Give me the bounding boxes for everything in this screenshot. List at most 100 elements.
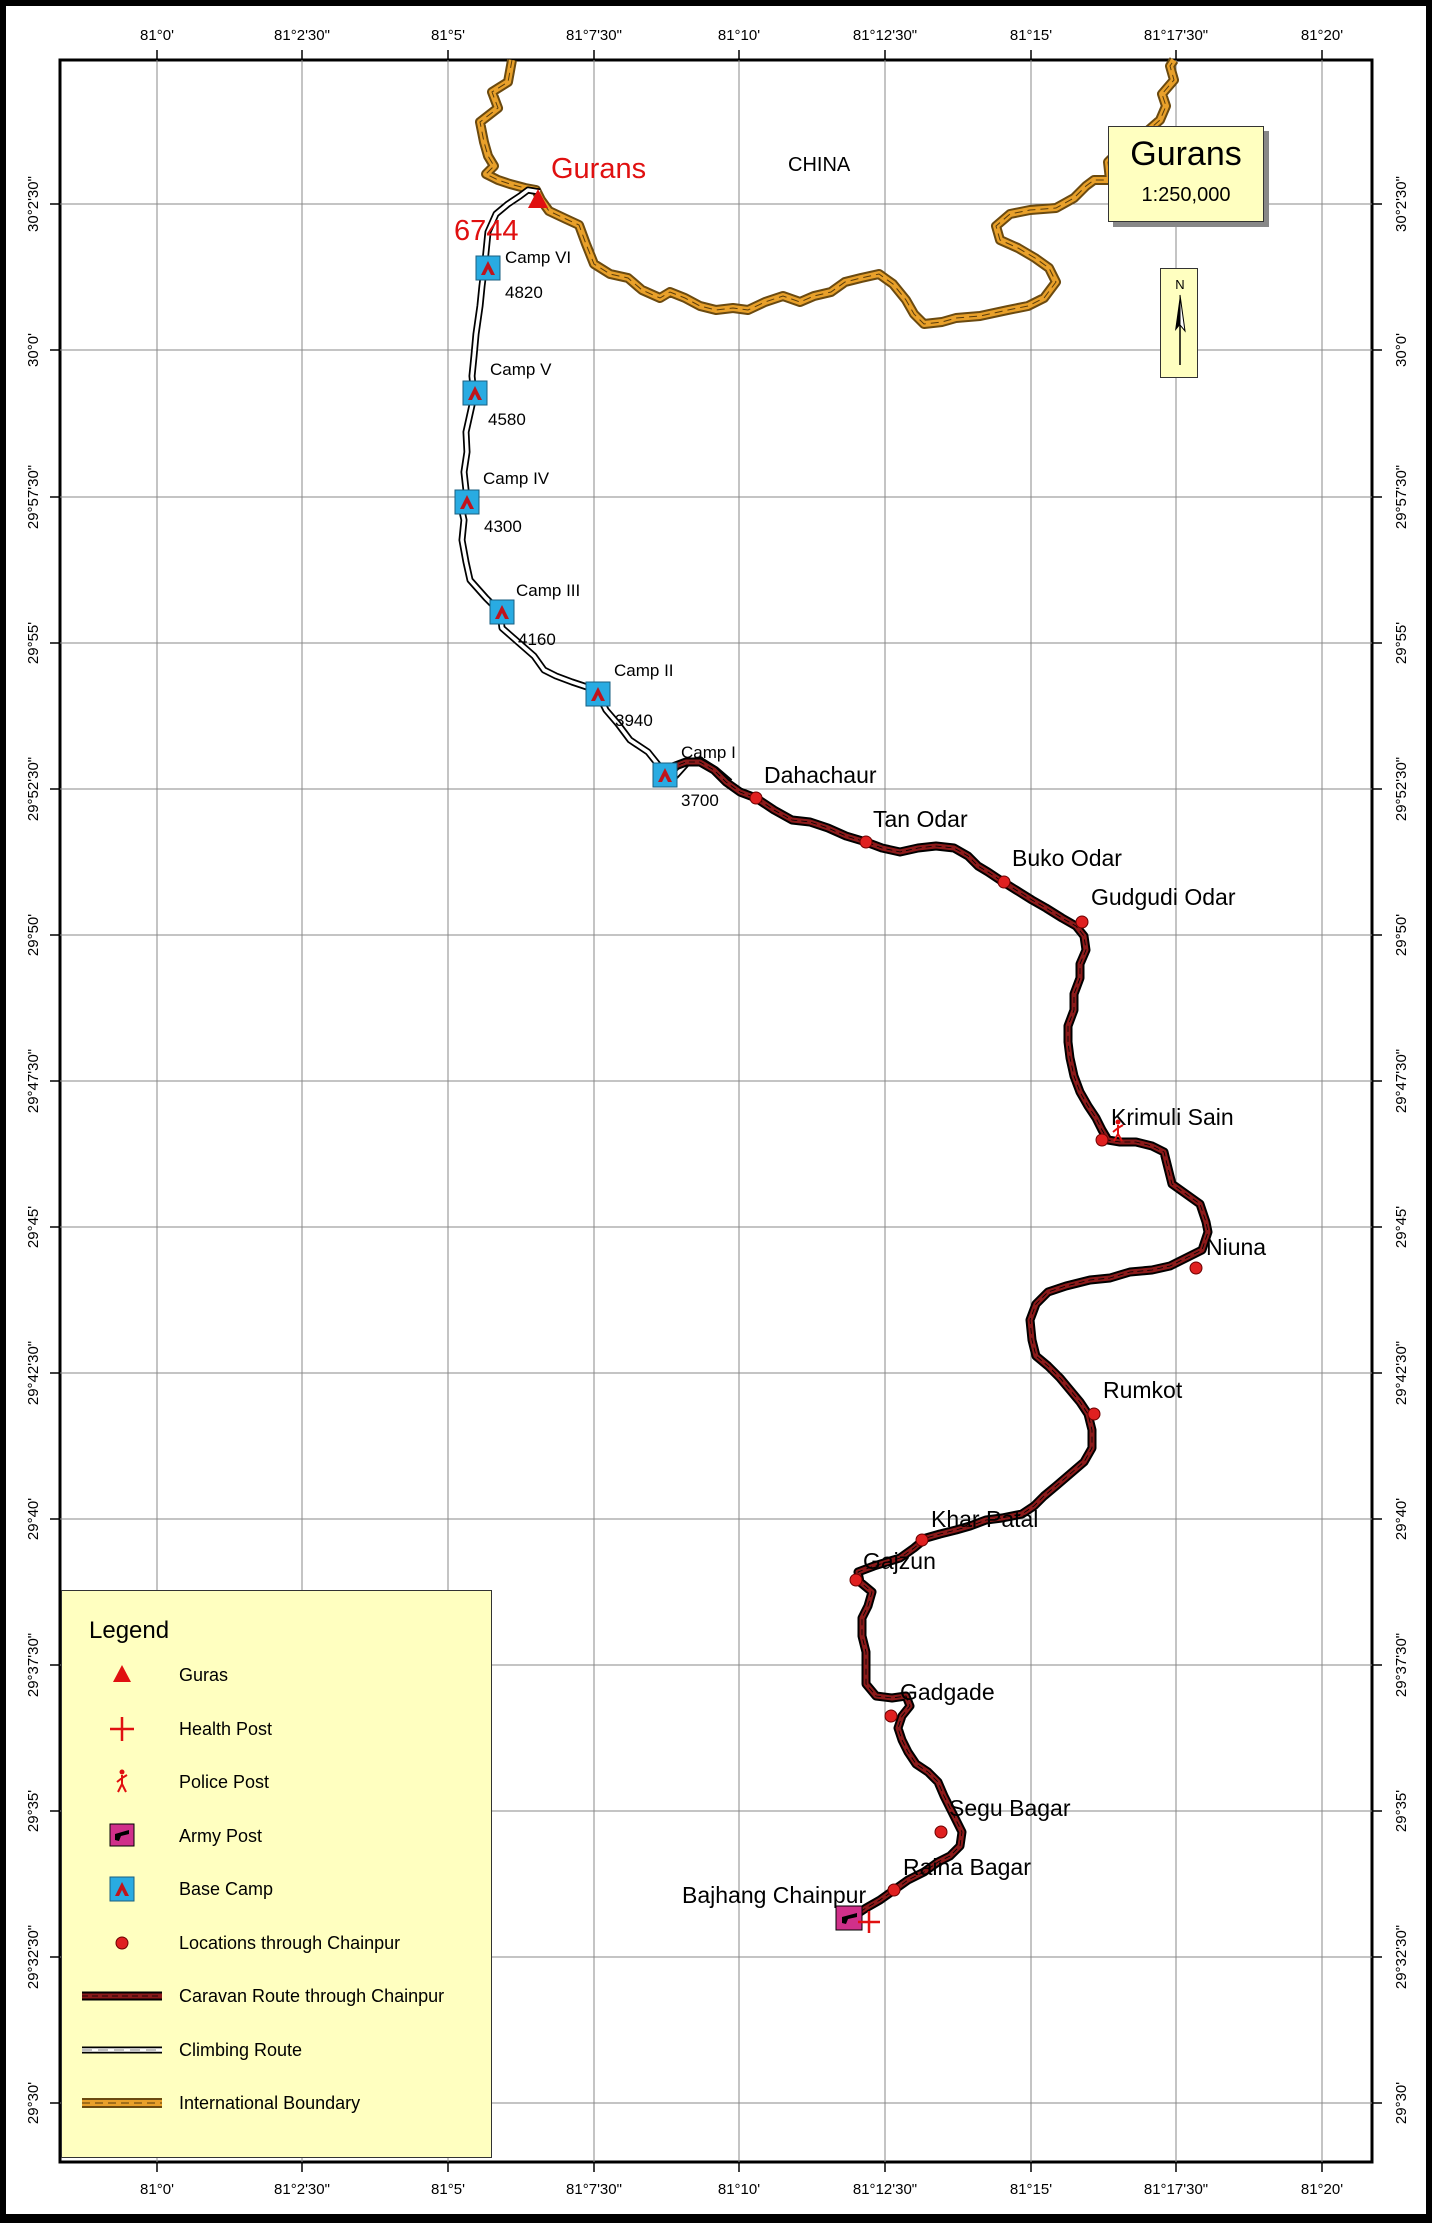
legend-item-label: Health Post [179, 1718, 273, 1739]
latitude-label-right: 29°32'30" [1393, 1925, 1410, 1989]
longitude-label-top: 81°0' [140, 27, 174, 44]
base-camps: Camp VI 4820 Camp V 4580 Camp IV 4300 Camp III… [454, 248, 736, 810]
latitude-label-right: 29°57'30" [1393, 465, 1410, 529]
base-camp: Camp IV 4300 [454, 469, 550, 536]
longitude-label-top: 81°5' [431, 27, 465, 44]
country-label: CHINA [788, 154, 851, 176]
location-marker: Khar Patal [915, 1506, 1038, 1547]
peak-triangle-icon [528, 189, 548, 208]
legend-item: International Boundary [62, 2083, 493, 2123]
latitude-label-left: 29°42'30" [25, 1341, 42, 1405]
legend-item: Locations through Chainpur [62, 1923, 493, 1963]
health-post-icon [858, 1911, 880, 1933]
latitude-label-left: 29°47'30" [25, 1049, 42, 1113]
location-label: Khar Patal [931, 1506, 1038, 1532]
latitude-label-left: 29°40' [25, 1498, 42, 1540]
location-marker: Rumkot [1087, 1377, 1183, 1421]
base-camp: Camp VI 4820 [475, 248, 571, 302]
location-dot-icon [1189, 1261, 1203, 1275]
peak-name-label: Gurans [551, 153, 646, 185]
camp-name-label: Camp III [516, 581, 580, 600]
longitude-label-top: 81°12'30" [853, 27, 917, 44]
location-marker: Tan Odar [859, 806, 968, 849]
base-camp: Camp II 3940 [585, 661, 674, 730]
longitude-label-bottom: 81°0' [140, 2181, 174, 2198]
cross-icon [82, 1709, 162, 1749]
camp-name-label: Camp I [681, 743, 736, 762]
location-marker: Bajhang Chainpur [682, 1882, 866, 1908]
location-label: Gajzun [863, 1548, 936, 1574]
longitude-label-bottom: 81°2'30" [274, 2181, 330, 2198]
latitude-label-right: 30°2'30" [1393, 176, 1410, 232]
latitude-label-right: 29°55' [1393, 622, 1410, 664]
location-label: Rumkot [1103, 1377, 1183, 1403]
location-marker: Segu Bagar [934, 1795, 1071, 1839]
location-dot-icon [884, 1709, 898, 1723]
latitude-label-left: 29°45' [25, 1206, 42, 1248]
location-dot-icon [934, 1825, 948, 1839]
legend-item: Army Post [62, 1816, 493, 1856]
latitude-label-left: 29°32'30" [25, 1925, 42, 1989]
camp-elevation-label: 4820 [505, 283, 543, 302]
location-dot-icon [1087, 1407, 1101, 1421]
tent-icon [82, 1869, 162, 1909]
climbing-line-icon [82, 2030, 162, 2070]
longitude-label-top: 81°2'30" [274, 27, 330, 44]
location-label: Dahachaur [764, 762, 877, 788]
police-post-icon [1112, 1119, 1124, 1142]
legend-item-label: Police Post [179, 1772, 270, 1792]
locations-through-chainpur: Dahachaur Tan Odar Buko Odar Gudgudi Odar Kr… [682, 762, 1266, 1908]
latitude-label-right: 29°50' [1393, 914, 1410, 956]
latitude-label-right: 29°37'30" [1393, 1633, 1410, 1697]
map-scale: 1:250,000 [1141, 184, 1231, 206]
location-label: Niuna [1206, 1234, 1266, 1260]
camp-name-label: Camp IV [483, 469, 550, 488]
location-marker: Gudgudi Odar [1075, 884, 1236, 929]
latitude-label-left: 29°37'30" [25, 1633, 42, 1697]
legend-item-label: Locations through Chainpur [179, 1932, 401, 1953]
north-arrow-box: N [1160, 268, 1198, 378]
location-label: Gudgudi Odar [1091, 884, 1236, 910]
legend-panel: Legend Guras Health Post Police Post Army P… [61, 1590, 492, 2158]
latitude-label-left: 30°0' [25, 333, 42, 367]
latitude-label-right: 30°0' [1393, 333, 1410, 367]
legend-item: Police Post [62, 1762, 493, 1802]
location-dot-icon [997, 875, 1011, 889]
location-dot-icon [887, 1883, 901, 1897]
location-marker: Raina Bagar [887, 1854, 1031, 1897]
army-icon [82, 1816, 162, 1856]
coordinate-labels: 81°0' 81°0' 81°2'30" 81°2'30" 81°5' 81°5' 81°7… [25, 27, 1410, 2198]
climbing-route [456, 186, 733, 786]
location-label: Buko Odar [1012, 845, 1122, 871]
legend-item: Guras [62, 1655, 493, 1695]
legend-item: Climbing Route [62, 2030, 493, 2070]
location-dot-icon [915, 1533, 929, 1547]
location-marker: Buko Odar [997, 845, 1122, 889]
latitude-label-left: 29°50' [25, 914, 42, 956]
longitude-label-bottom: 81°15' [1010, 2181, 1052, 2198]
camp-elevation-label: 4580 [488, 410, 526, 429]
longitude-label-top: 81°17'30" [1144, 27, 1208, 44]
latitude-label-right: 29°47'30" [1393, 1049, 1410, 1113]
latitude-label-right: 29°52'30" [1393, 757, 1410, 821]
location-marker: Gadgade [884, 1679, 995, 1723]
latitude-label-left: 29°55' [25, 622, 42, 664]
police-icon [82, 1762, 162, 1802]
peak-elevation-label: 6744 [454, 215, 519, 247]
latitude-label-right: 29°35' [1393, 1790, 1410, 1832]
legend-item-label: Climbing Route [179, 2039, 303, 2060]
legend-item-label: International Boundary [179, 2093, 361, 2113]
peak-marker: Gurans 6744 [454, 153, 646, 247]
legend-item-label: Base Camp [179, 1879, 274, 1899]
location-marker: Niuna [1189, 1234, 1266, 1275]
longitude-label-bottom: 81°12'30" [853, 2181, 917, 2198]
latitude-label-left: 29°30' [25, 2082, 42, 2124]
location-marker: Krimuli Sain [1095, 1104, 1234, 1147]
legend-item: Caravan Route through Chainpur [62, 1976, 493, 2016]
map-title-box: Gurans 1:250,000 [1108, 126, 1264, 222]
camp-name-label: Camp V [490, 360, 552, 379]
longitude-label-bottom: 81°10' [718, 2181, 760, 2198]
location-marker: Gajzun [849, 1548, 936, 1587]
triangle-icon [82, 1655, 162, 1695]
longitude-label-bottom: 81°20' [1301, 2181, 1343, 2198]
